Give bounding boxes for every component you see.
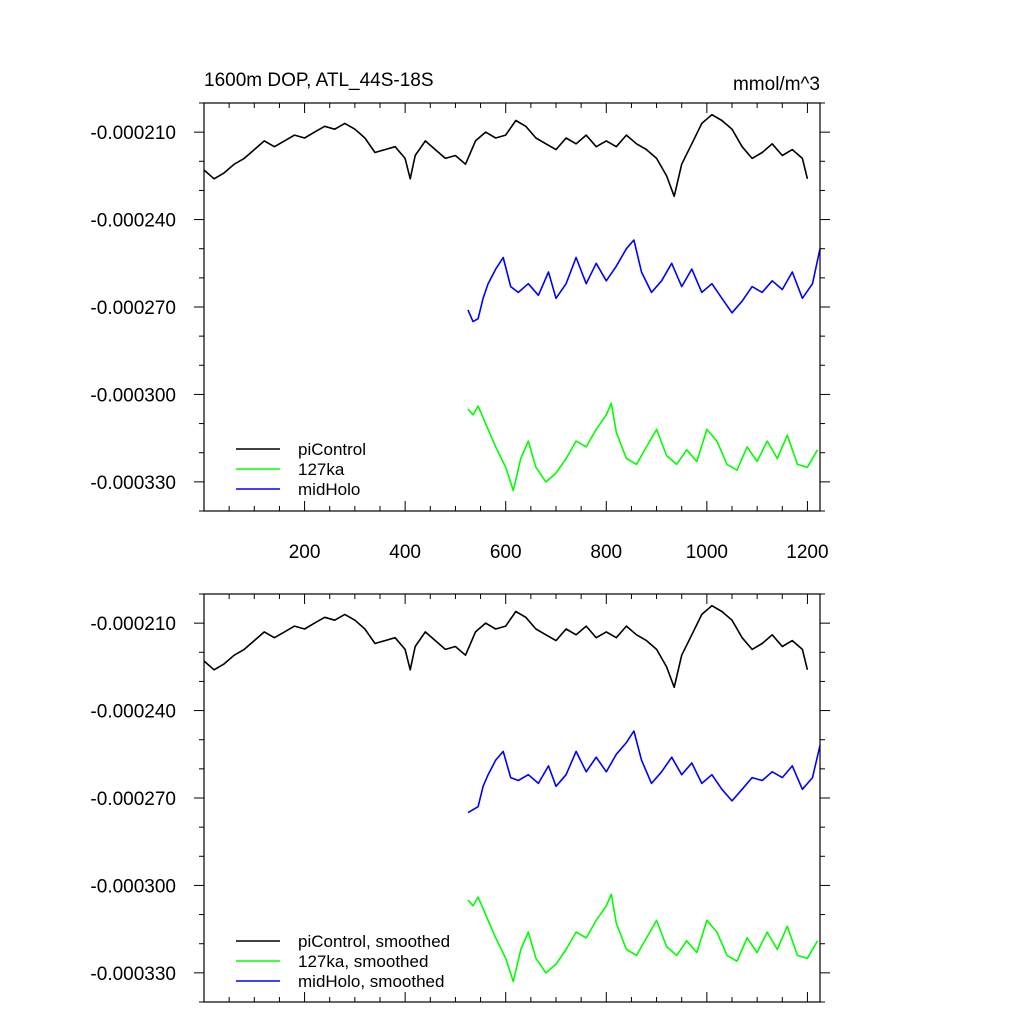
legend-label-picontrol: piControl bbox=[298, 440, 366, 459]
y-tick-label: -0.000240 bbox=[90, 702, 176, 723]
top-panel: 1600m DOP, ATL_44S-18S mmol/m^3 200 400 60… bbox=[90, 70, 830, 563]
legend-label-127ka-smoothed: 127ka, smoothed bbox=[298, 952, 428, 971]
tick-layer: -0.000210 -0.000240 -0.000270 -0.000300 -0.0… bbox=[90, 593, 830, 1003]
y-tick-label: -0.000330 bbox=[90, 473, 176, 494]
chart-title: 1600m DOP, ATL_44S-18S bbox=[204, 70, 434, 91]
series-line-picontrol-smoothed bbox=[203, 604, 809, 689]
series-layer bbox=[203, 113, 821, 492]
y-tick-label: -0.000210 bbox=[90, 614, 176, 635]
x-tick-label: 1200 bbox=[786, 542, 828, 563]
x-tick-label: 800 bbox=[590, 542, 622, 563]
y-tick-label: -0.000270 bbox=[90, 789, 176, 810]
series-line-midholo-smoothed bbox=[467, 730, 821, 814]
plot-frame bbox=[203, 593, 821, 1003]
bottom-panel: -0.000210 -0.000240 -0.000270 -0.000300 -0.0… bbox=[90, 593, 830, 1003]
legend-label-midholo-smoothed: midHolo, smoothed bbox=[298, 972, 444, 991]
legend-label-picontrol-smoothed: piControl, smoothed bbox=[298, 932, 450, 951]
x-tick-label: 1000 bbox=[686, 542, 728, 563]
series-layer bbox=[203, 604, 821, 983]
y-tick-label: -0.000300 bbox=[90, 876, 176, 897]
y-tick-label: -0.000270 bbox=[90, 298, 176, 319]
units-label: mmol/m^3 bbox=[733, 74, 820, 95]
y-tick-label: -0.000210 bbox=[90, 123, 176, 144]
legend-label-127ka: 127ka bbox=[298, 460, 345, 479]
x-tick-label: 600 bbox=[490, 542, 522, 563]
series-line-127ka-smoothed bbox=[467, 893, 819, 983]
series-line-midholo bbox=[467, 239, 821, 323]
x-tick-label: 400 bbox=[389, 542, 421, 563]
tick-layer: 200 400 600 800 1000 1200 -0.000210 -0.000240 -0… bbox=[90, 102, 830, 563]
series-line-picontrol bbox=[203, 113, 809, 198]
y-tick-label: -0.000240 bbox=[90, 211, 176, 232]
legend-label-midholo: midHolo bbox=[298, 480, 360, 499]
x-tick-label: 200 bbox=[289, 542, 321, 563]
series-line-127ka bbox=[467, 402, 819, 492]
y-tick-label: -0.000330 bbox=[90, 964, 176, 985]
y-tick-label: -0.000300 bbox=[90, 385, 176, 406]
